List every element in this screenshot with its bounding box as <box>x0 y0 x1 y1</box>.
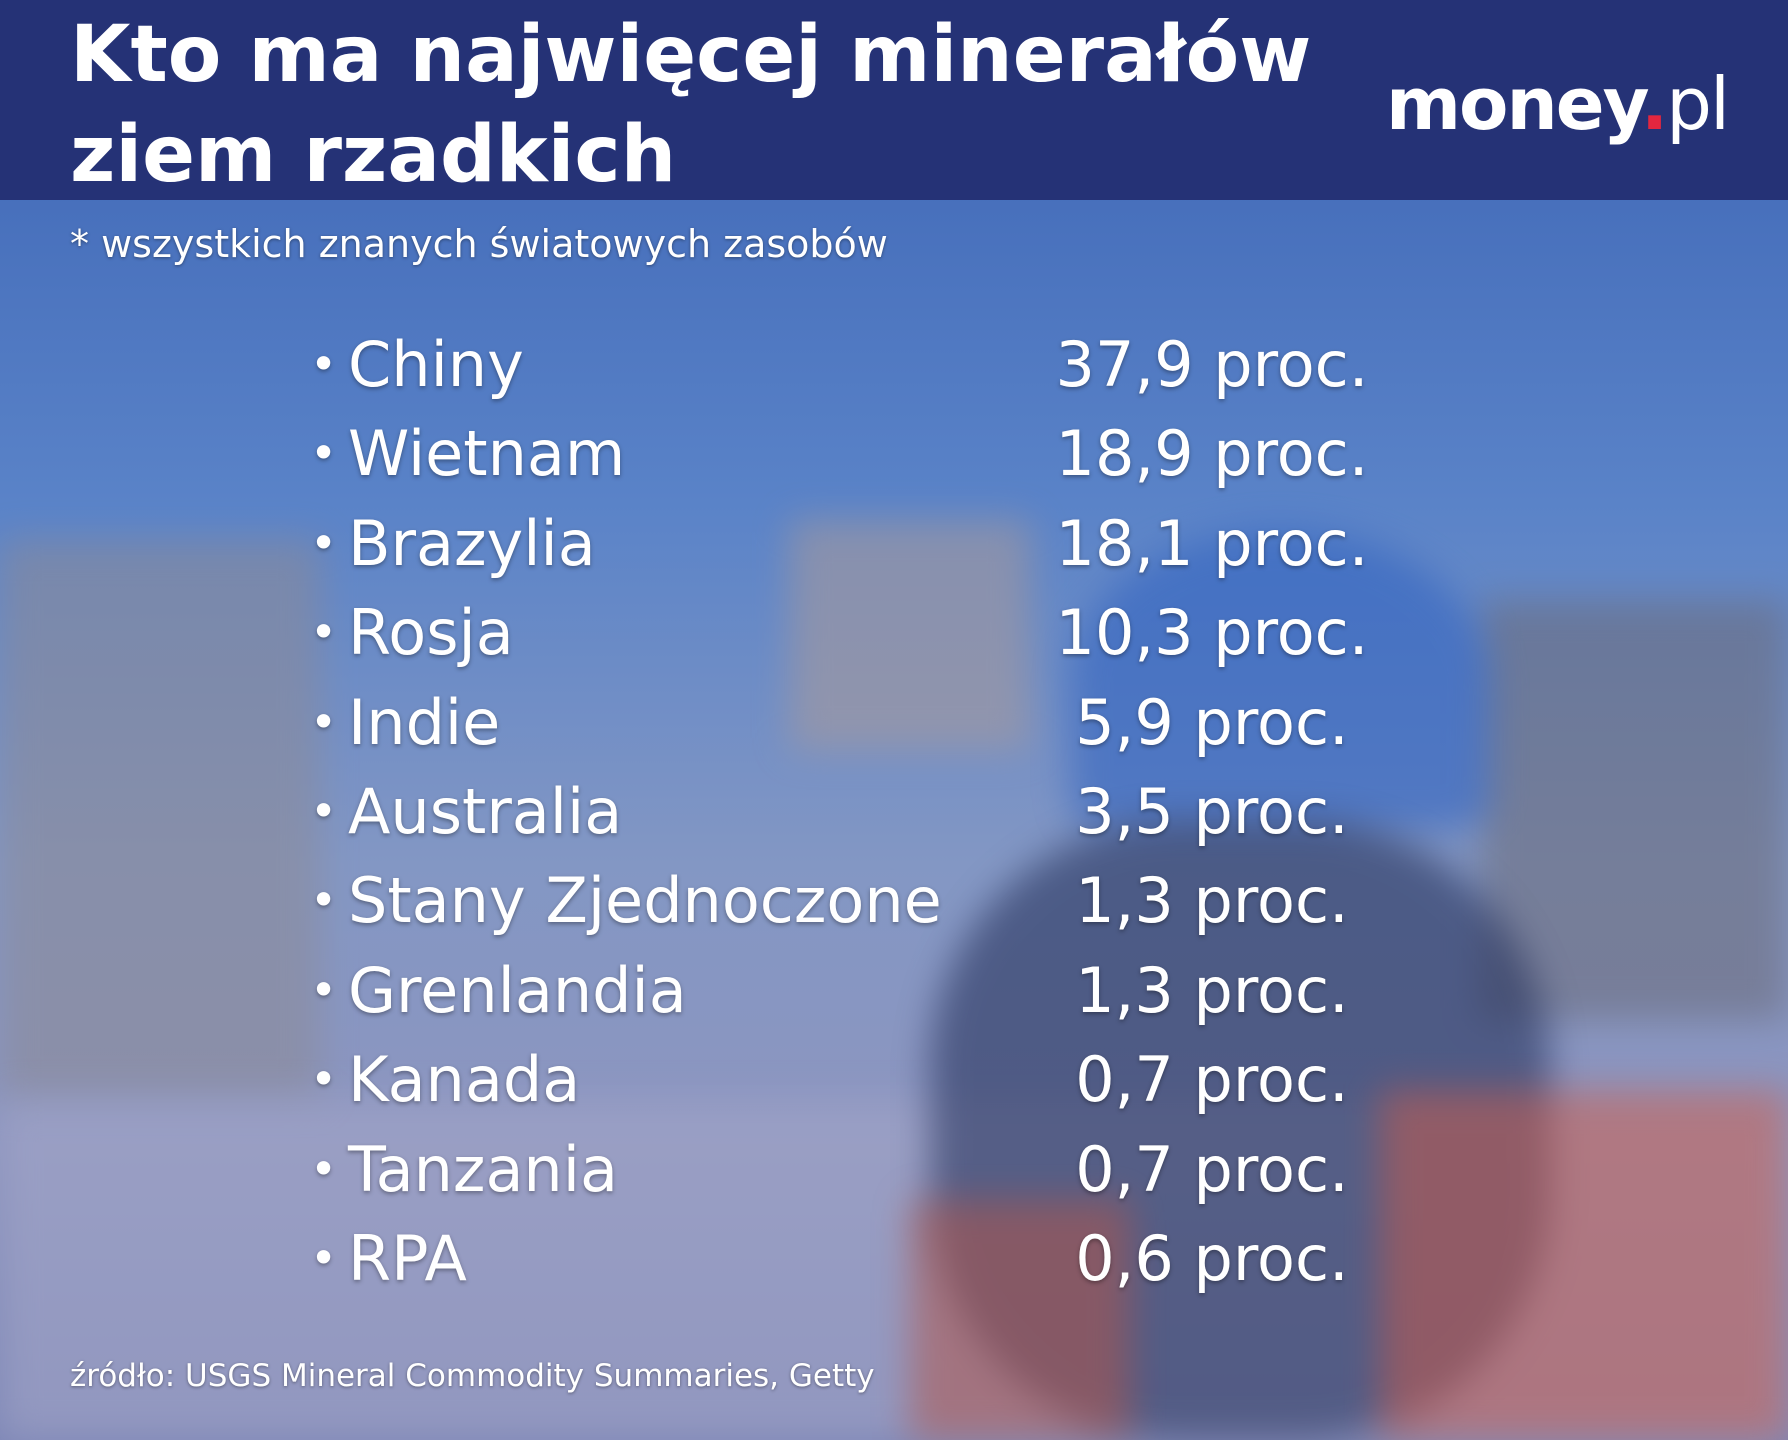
list-row: Rosja 10,3 proc. <box>0 588 1788 677</box>
list-row: Indie 5,9 proc. <box>0 678 1788 767</box>
subtitle: * wszystkich znanych światowych zasobów <box>70 222 888 266</box>
list-row: RPA 0,6 proc. <box>0 1214 1788 1303</box>
share: 37,9 proc. <box>1055 328 1369 401</box>
share: 5,9 proc. <box>1075 685 1349 759</box>
list-row: Tanzania 0,7 proc. <box>0 1125 1788 1214</box>
logo-dot: . <box>1640 62 1668 146</box>
background-vest <box>1380 1090 1788 1440</box>
share: 18,1 proc. <box>1055 506 1369 580</box>
share: 0,7 proc. <box>1075 1132 1349 1206</box>
list-row: Grenlandia 1,3 proc. <box>0 946 1788 1035</box>
list-row: Australia 3,5 proc. <box>0 767 1788 856</box>
background-helmet <box>1070 530 1490 830</box>
share: 1,3 proc. <box>1075 864 1349 938</box>
country: Rosja <box>310 588 514 677</box>
country: Stany Zjednoczone <box>310 856 942 945</box>
header: Kto ma najwięcej minerałów ziem rzadkich… <box>0 0 1788 200</box>
background-building <box>1480 600 1788 1020</box>
share: 0,6 proc. <box>1075 1222 1349 1295</box>
logo-name: money <box>1386 62 1643 146</box>
share: 1,3 proc. <box>1075 953 1349 1027</box>
country: Australia <box>310 767 622 856</box>
source: źródło: USGS Mineral Commodity Summaries… <box>70 1358 875 1394</box>
title-line: ziem rzadkich <box>70 110 677 200</box>
background-building <box>790 520 1030 750</box>
list-row: Wietnam 18,9 proc. <box>0 409 1788 498</box>
background-building <box>0 540 320 1100</box>
list-row: Brazylia 18,1 proc. <box>0 499 1788 588</box>
country: Kanada <box>310 1035 580 1124</box>
country: RPA <box>310 1214 467 1303</box>
country: Indie <box>310 678 500 767</box>
logo: money.pl <box>1386 62 1730 146</box>
share: 10,3 proc. <box>1055 596 1369 670</box>
title-line: Kto ma najwięcej minerałów <box>70 10 1312 100</box>
country: Grenlandia <box>310 946 687 1035</box>
share: 3,5 proc. <box>1075 775 1349 848</box>
list-row: Kanada 0,7 proc. <box>0 1035 1788 1124</box>
list-row: Stany Zjednoczone 1,3 proc. <box>0 856 1788 945</box>
country: Wietnam <box>310 409 625 498</box>
share: 0,7 proc. <box>1075 1043 1349 1117</box>
share: 18,9 proc. <box>1055 417 1369 491</box>
background-vest <box>910 1200 1130 1440</box>
country: Brazylia <box>310 499 596 588</box>
country: Tanzania <box>310 1125 618 1214</box>
list-row: Chiny 37,9 proc. <box>0 320 1788 409</box>
logo-domain: pl <box>1666 62 1730 146</box>
country: Chiny <box>310 320 524 409</box>
